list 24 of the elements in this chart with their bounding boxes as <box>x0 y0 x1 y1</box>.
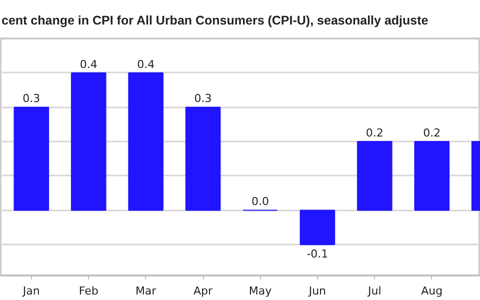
x-tick-label: Mar <box>135 284 157 298</box>
data-label: 0.4 <box>137 58 155 71</box>
bar <box>300 210 336 246</box>
x-tick-label: Apr <box>194 284 214 298</box>
x-tick-label: Jul <box>367 284 382 298</box>
x-tick-label: May <box>248 284 272 298</box>
x-tick-label: Aug <box>421 284 443 298</box>
data-label: 0.4 <box>80 58 98 71</box>
data-label: 0.2 <box>423 126 441 140</box>
x-tick-label: Feb <box>78 284 98 298</box>
bar <box>70 72 106 211</box>
x-tick-label: Jun <box>308 284 326 298</box>
bar <box>14 106 50 211</box>
chart-title: cent change in CPI for All Urban Consumers (CPI-U), seasonally adjuste <box>2 14 428 28</box>
bar <box>414 141 450 211</box>
bar <box>185 106 221 211</box>
data-label: 0.3 <box>194 92 212 106</box>
bar <box>356 141 392 211</box>
bar <box>128 72 164 211</box>
data-label: -0.1 <box>306 248 328 261</box>
data-label: 0.0 <box>251 195 269 208</box>
x-tick-label: Jan <box>22 284 40 298</box>
data-label: 0.2 <box>366 126 384 140</box>
data-label: 0.3 <box>22 92 40 106</box>
